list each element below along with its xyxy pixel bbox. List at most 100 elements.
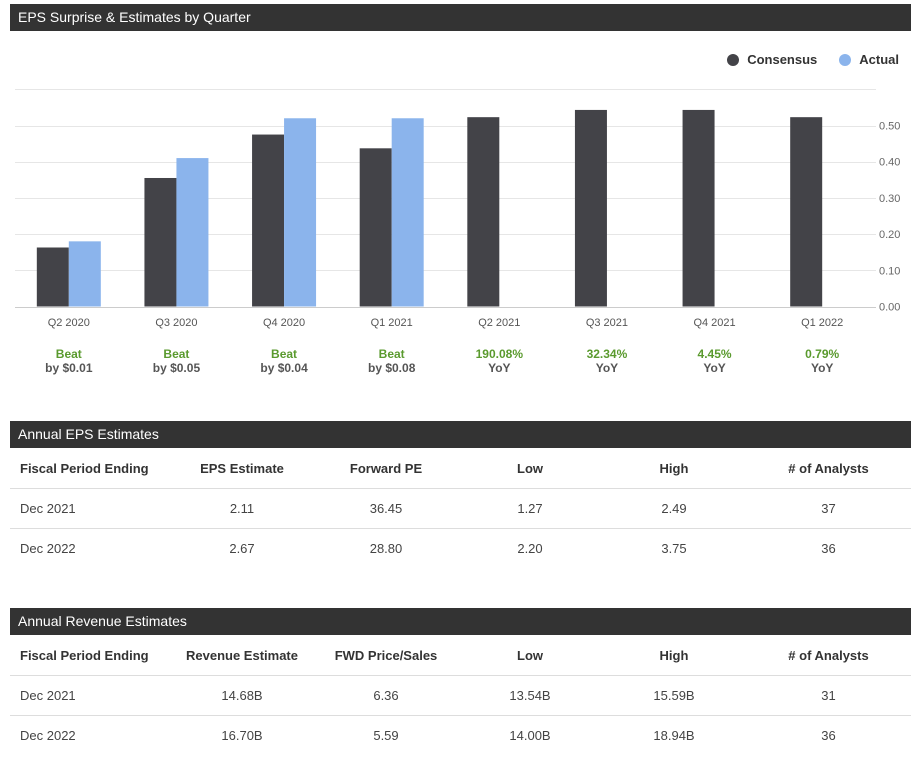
legend-dot-consensus (727, 53, 740, 66)
legend-label-actual: Actual (859, 52, 899, 67)
cell-period: Dec 2021 (10, 675, 170, 716)
bar-actual (176, 158, 209, 307)
y-tick-label: 0.20 (879, 229, 900, 241)
x-tick-label: Q4 2021 (693, 317, 735, 329)
surprise-label: Beat by $0.05 (131, 347, 221, 375)
surprise-label: 4.45% YoY (670, 347, 760, 375)
table-row: Dec 2022 16.70B 5.59 14.00B 18.94B 36 (10, 716, 911, 756)
cell-low: 1.27 (458, 488, 602, 529)
col-analysts[interactable]: # of Analysts (746, 448, 911, 489)
chart-bars (36, 109, 823, 307)
x-tick-label: Q4 2020 (263, 317, 305, 329)
annual-revenue-header: Annual Revenue Estimates (10, 608, 911, 635)
cell-low: 13.54B (458, 675, 602, 716)
surprise-label: Beat by $0.01 (24, 347, 114, 375)
x-tick-label: Q1 2022 (801, 317, 843, 329)
cell-analysts: 36 (821, 541, 836, 556)
cell-revenue-estimate: 14.68B (170, 675, 314, 716)
eps-bar-chart: Q2 2020 Q3 2020 Q4 2020 Q1 2021 Q2 2021 Q3 20… (15, 89, 900, 329)
surprise-detail: YoY (595, 361, 619, 375)
cell-eps-estimate: 2.67 (229, 541, 255, 556)
cell-period: Dec 2022 (20, 728, 76, 743)
annual-revenue-title: Annual Revenue Estimates (18, 613, 187, 629)
cell-high: 18.94B (653, 728, 695, 743)
surprise-value: 32.34% (586, 347, 628, 361)
cell-low: 14.00B (509, 728, 551, 743)
annual-eps-header: Annual EPS Estimates (10, 421, 911, 448)
surprise-label: Beat by $0.08 (347, 347, 437, 375)
annual-eps-title: Annual EPS Estimates (18, 426, 159, 442)
cell-analysts: 37 (746, 488, 911, 529)
cell-revenue-estimate: 16.70B (221, 728, 263, 743)
bar-consensus (467, 117, 500, 307)
cell-eps-estimate: 2.11 (170, 488, 314, 529)
surprise-value: 190.08% (475, 347, 523, 361)
bar-consensus (252, 134, 285, 307)
surprise-detail: YoY (703, 361, 726, 375)
chart-x-labels: Q2 2020 Q3 2020 Q4 2020 Q1 2021 Q2 2021 Q3 20… (48, 317, 844, 329)
surprise-value: 4.45% (697, 347, 732, 361)
col-low[interactable]: Low (458, 448, 602, 489)
y-tick-label: 0.00 (879, 302, 900, 314)
surprise-label: 0.79% YoY (777, 347, 867, 375)
chart-legend: Consensus Actual (705, 52, 899, 67)
cell-analysts: 36 (821, 728, 836, 743)
x-tick-label: Q3 2020 (155, 317, 197, 329)
y-tick-label: 0.10 (879, 265, 900, 277)
cell-low: 2.20 (517, 541, 543, 556)
legend-item-consensus[interactable]: Consensus (727, 52, 817, 67)
cell-analysts: 31 (746, 675, 911, 716)
col-fiscal-period[interactable]: Fiscal Period Ending (10, 635, 170, 676)
legend-item-actual[interactable]: Actual (839, 52, 899, 67)
surprise-value: Beat (55, 347, 82, 361)
table-row: Dec 2021 14.68B 6.36 13.54B 15.59B 31 (10, 675, 911, 716)
bar-consensus (574, 109, 607, 307)
surprise-value: Beat (271, 347, 298, 361)
legend-dot-actual (839, 53, 852, 66)
y-tick-label: 0.50 (879, 121, 900, 133)
cell-forward-pe: 28.80 (369, 541, 403, 556)
surprise-detail: by $0.04 (260, 361, 308, 375)
cell-fwd-price-sales: 6.36 (314, 675, 458, 716)
cell-high: 2.49 (602, 488, 746, 529)
col-fiscal-period[interactable]: Fiscal Period Ending (10, 448, 170, 489)
table-header-row: Fiscal Period Ending EPS Estimate Forwar… (10, 448, 911, 489)
legend-label-consensus: Consensus (747, 52, 818, 67)
col-low[interactable]: Low (458, 635, 602, 676)
surprise-detail: YoY (488, 361, 511, 375)
surprise-detail: YoY (810, 361, 834, 375)
col-revenue-estimate[interactable]: Revenue Estimate (170, 635, 314, 676)
col-eps-estimate[interactable]: EPS Estimate (170, 448, 314, 489)
surprise-detail: by $0.08 (368, 361, 416, 375)
surprise-value: 0.79% (805, 347, 840, 361)
y-tick-label: 0.40 (879, 157, 900, 169)
cell-fwd-price-sales: 5.59 (373, 728, 399, 743)
x-tick-label: Q3 2021 (586, 317, 628, 329)
x-tick-label: Q2 2020 (48, 317, 90, 329)
surprise-label: 32.34% YoY (562, 347, 652, 375)
bar-consensus (144, 177, 177, 307)
bar-actual (391, 118, 424, 307)
cell-forward-pe: 36.45 (314, 488, 458, 529)
col-high[interactable]: High (602, 635, 746, 676)
annual-revenue-table: Fiscal Period Ending Revenue Estimate FW… (10, 635, 911, 755)
bar-actual (284, 118, 317, 307)
cell-high: 3.75 (661, 541, 687, 556)
col-analysts[interactable]: # of Analysts (746, 635, 911, 676)
chart-grid (15, 89, 876, 308)
bar-consensus (36, 247, 69, 307)
x-tick-label: Q2 2021 (478, 317, 520, 329)
col-forward-pe[interactable]: Forward PE (314, 448, 458, 489)
bar-actual (68, 241, 101, 307)
y-tick-label: 0.30 (879, 193, 900, 205)
bar-consensus (790, 117, 823, 307)
col-high[interactable]: High (602, 448, 746, 489)
eps-surprise-header: EPS Surprise & Estimates by Quarter (10, 4, 911, 31)
eps-surprise-title: EPS Surprise & Estimates by Quarter (18, 9, 251, 25)
table-row: Dec 2021 2.11 36.45 1.27 2.49 37 (10, 488, 911, 529)
annual-eps-table: Fiscal Period Ending EPS Estimate Forwar… (10, 448, 911, 568)
chart-y-labels: 0.00 0.10 0.20 0.30 0.40 0.50 (879, 121, 900, 314)
surprise-label: 190.08% YoY (454, 347, 544, 375)
cell-period: Dec 2021 (10, 488, 170, 529)
col-fwd-price-sales[interactable]: FWD Price/Sales (314, 635, 458, 676)
